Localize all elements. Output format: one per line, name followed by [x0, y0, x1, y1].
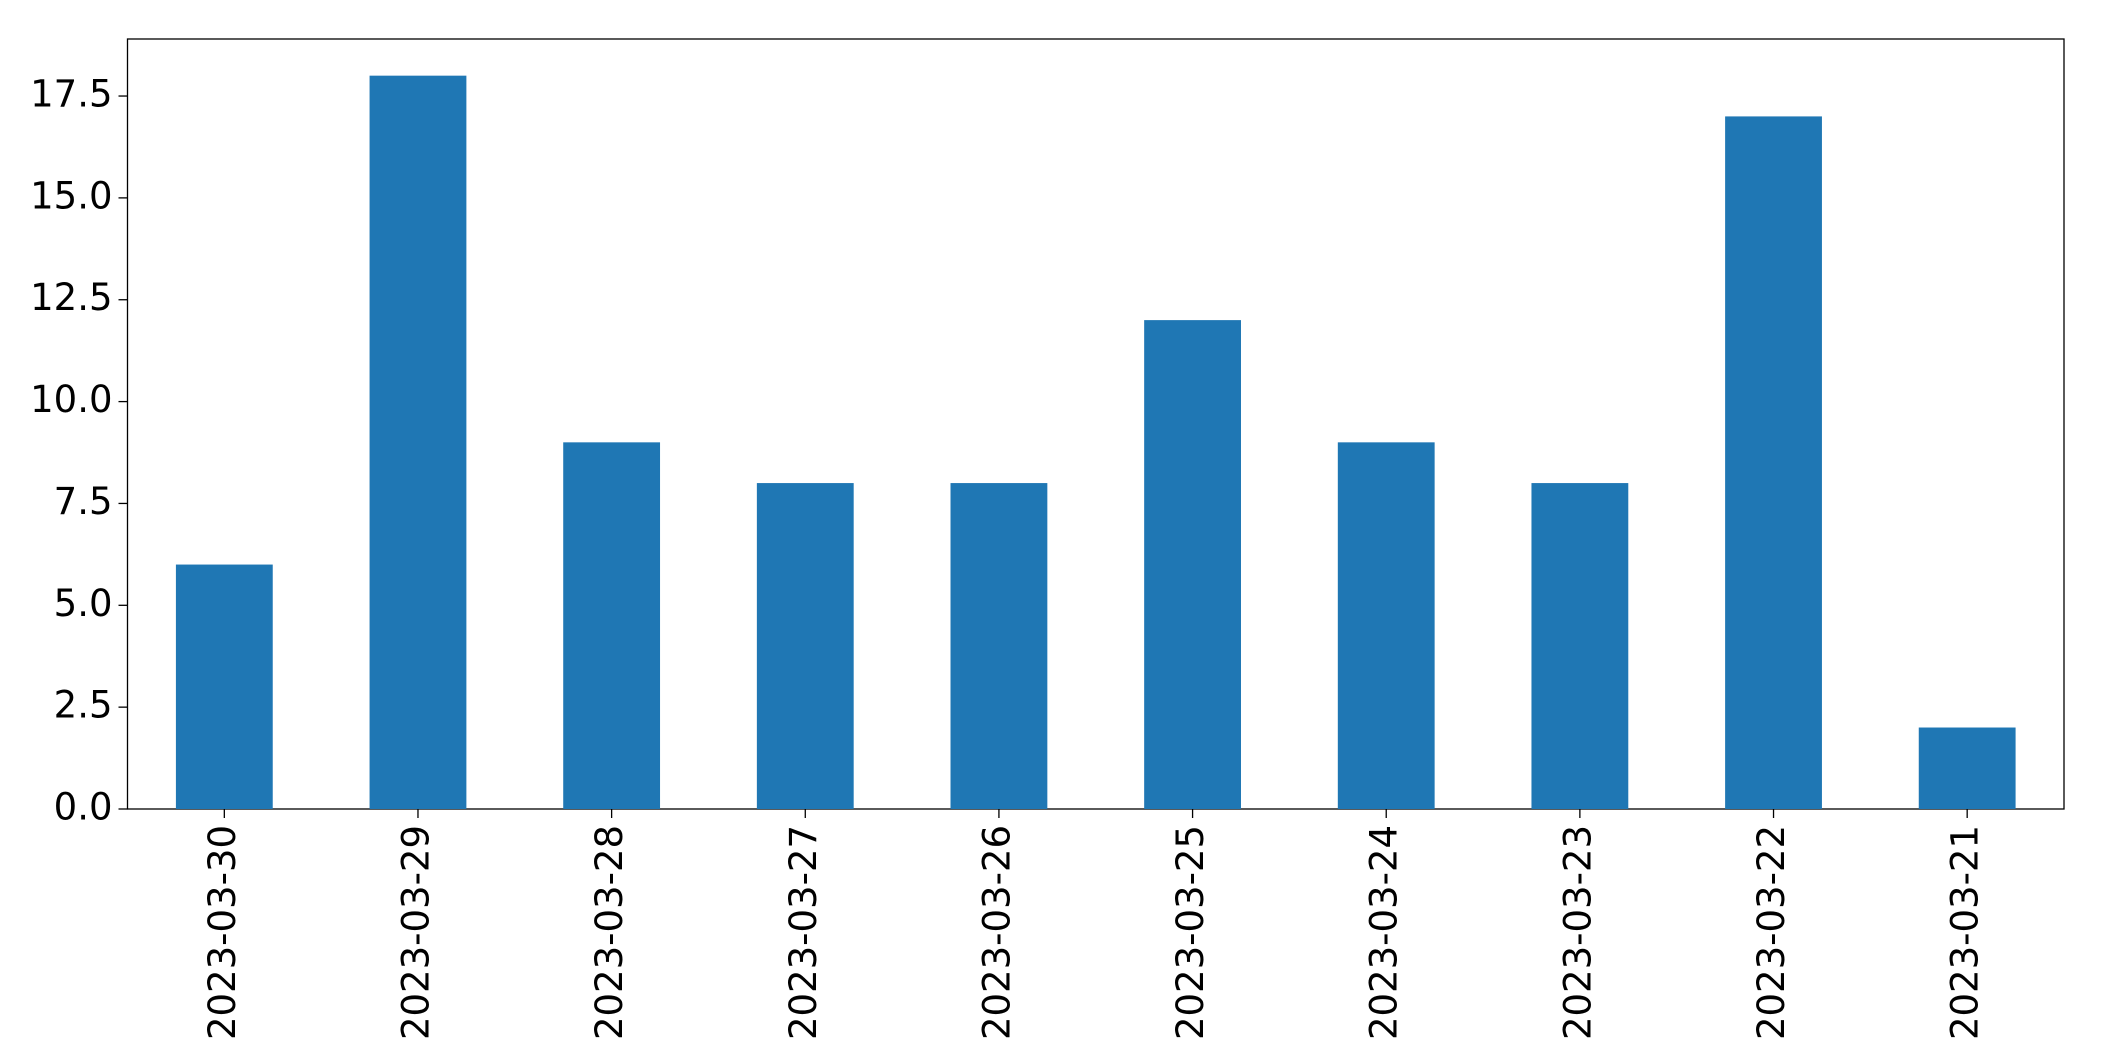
y-tick-label: 17.5 — [30, 73, 112, 116]
bar — [1725, 116, 1822, 809]
x-tick-label: 2023-03-22 — [1750, 825, 1793, 1040]
y-tick-label: 10.0 — [30, 378, 112, 421]
y-tick-label: 2.5 — [54, 684, 113, 727]
x-tick-label: 2023-03-21 — [1944, 825, 1987, 1040]
bar — [1144, 320, 1241, 809]
bar — [369, 75, 467, 809]
y-tick-label: 12.5 — [30, 276, 112, 319]
x-tick-label: 2023-03-26 — [975, 825, 1018, 1040]
bar — [563, 442, 661, 809]
x-tick-label: 2023-03-29 — [394, 825, 437, 1040]
x-tick-label: 2023-03-23 — [1556, 825, 1599, 1040]
x-tick-label: 2023-03-24 — [1363, 825, 1406, 1040]
y-tick-label: 15.0 — [30, 174, 112, 217]
bar — [950, 483, 1048, 809]
bar — [1337, 442, 1435, 809]
x-tick-label: 2023-03-30 — [201, 825, 244, 1040]
bar — [1531, 483, 1629, 809]
plot-frame — [126, 38, 2065, 810]
y-tick-label: 0.0 — [54, 786, 113, 829]
bar — [1918, 727, 2016, 809]
x-tick-label: 2023-03-28 — [588, 825, 631, 1040]
x-tick-label: 2023-03-27 — [782, 825, 825, 1040]
bar — [175, 564, 273, 809]
y-tick-label: 5.0 — [54, 582, 113, 625]
y-tick-label: 7.5 — [54, 480, 113, 523]
bar — [756, 483, 854, 809]
x-tick-label: 2023-03-25 — [1169, 825, 1212, 1040]
